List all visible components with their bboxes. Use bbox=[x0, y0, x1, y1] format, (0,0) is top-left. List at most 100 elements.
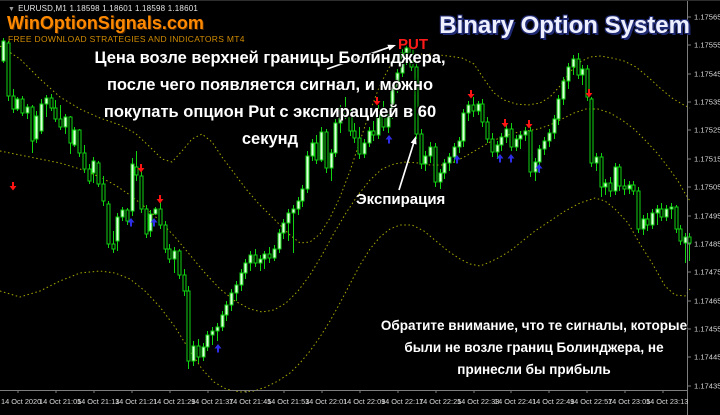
candle-bull bbox=[442, 162, 447, 174]
price-tick-label[interactable]: 1.17445 bbox=[694, 353, 720, 362]
time-tick-label[interactable]: 14 Oct 22:09 bbox=[343, 397, 385, 406]
candle-bull bbox=[281, 222, 286, 234]
price-tick-label[interactable]: 1.17455 bbox=[694, 325, 720, 334]
annotation-bottom-note: Обратите внимание, что те сигналы, котор… bbox=[378, 315, 690, 381]
time-tick-label[interactable]: 14 Oct 21:37 bbox=[191, 397, 233, 406]
candle-bull bbox=[239, 272, 244, 286]
time-tick-label[interactable]: 14 Oct 21:29 bbox=[153, 397, 195, 406]
candle-bear bbox=[485, 121, 490, 140]
time-tick-label[interactable]: 14 Oct 22:49 bbox=[532, 397, 574, 406]
candle-bull bbox=[210, 330, 215, 336]
candle-bull bbox=[641, 218, 646, 230]
candle-bull bbox=[229, 292, 234, 306]
price-tick-label[interactable]: 1.17515 bbox=[694, 155, 720, 164]
put-signal-arrow-icon bbox=[467, 90, 475, 99]
time-tick-label[interactable]: 14 Oct 2020 bbox=[1, 397, 41, 406]
candle-bull bbox=[296, 200, 301, 210]
candle-bull bbox=[499, 136, 504, 146]
candle-bull bbox=[650, 212, 655, 226]
chart-dropdown-caret-icon[interactable]: ▼ bbox=[8, 6, 16, 13]
candle-bull bbox=[63, 116, 68, 128]
candle-bull bbox=[627, 184, 632, 190]
annotation-pointer-line bbox=[398, 141, 415, 191]
candle-bull bbox=[542, 140, 547, 150]
candle-bull bbox=[367, 130, 372, 144]
price-tick-label[interactable]: 1.17495 bbox=[694, 212, 720, 221]
candle-bull bbox=[476, 103, 481, 112]
price-tick-label[interactable]: 1.17505 bbox=[694, 183, 720, 192]
candle-bull bbox=[504, 128, 509, 138]
call-signal-arrow-icon bbox=[507, 154, 515, 163]
price-tick-label[interactable]: 1.17465 bbox=[694, 297, 720, 306]
price-tick-label[interactable]: 1.17555 bbox=[694, 41, 720, 50]
candle-bear bbox=[419, 133, 424, 165]
candle-bull bbox=[561, 80, 566, 100]
put-signal-arrow-icon bbox=[412, 53, 420, 62]
price-tick-label[interactable]: 1.17535 bbox=[694, 98, 720, 107]
put-signal-arrow-icon bbox=[501, 119, 509, 128]
time-tick-label[interactable]: 14 Oct 22:57 bbox=[570, 397, 612, 406]
time-tick-label[interactable]: 14 Oct 22:41 bbox=[494, 397, 536, 406]
candle-bear bbox=[480, 103, 485, 123]
brand-watermark: WinOptionSignals.com bbox=[7, 13, 204, 33]
candle-bear bbox=[471, 104, 476, 112]
candle-bear bbox=[622, 185, 627, 190]
annotation-line: Цена возле верхней границы Болинджера, bbox=[94, 49, 446, 67]
candle-bear bbox=[674, 206, 679, 230]
candle-bull bbox=[329, 152, 334, 169]
candle-bear bbox=[576, 58, 581, 76]
annotation-top-note: Цена возле верхней границы Болинджера, п… bbox=[35, 45, 505, 153]
candle-bull bbox=[390, 86, 395, 116]
price-tick-label[interactable]: 1.17485 bbox=[694, 240, 720, 249]
candle-bear bbox=[11, 95, 16, 110]
call-signal-arrow-icon bbox=[496, 154, 504, 163]
candle-bull bbox=[447, 156, 452, 164]
candle-bear bbox=[585, 68, 590, 98]
time-tick-label[interactable]: 14 Oct 22:25 bbox=[419, 397, 461, 406]
time-tick-label[interactable]: 14 Oct 21:21 bbox=[115, 397, 157, 406]
candle-bear bbox=[139, 175, 144, 210]
candle-bear bbox=[509, 128, 514, 148]
candle-bull bbox=[400, 52, 405, 74]
price-tick-label[interactable]: 1.17475 bbox=[694, 268, 720, 277]
candle-bull bbox=[15, 98, 20, 110]
price-tick-label[interactable]: 1.17435 bbox=[694, 382, 720, 391]
candle-bear bbox=[49, 97, 54, 109]
annotation-line: покупать опцион Put с экспирацией в 60 bbox=[103, 103, 437, 121]
candle-bear bbox=[636, 190, 641, 230]
time-tick-label[interactable]: 14 Oct 22:17 bbox=[381, 397, 423, 406]
time-tick-label[interactable]: 14 Oct 23:05 bbox=[608, 397, 650, 406]
candle-bear bbox=[158, 208, 163, 226]
candle-bull bbox=[452, 146, 457, 158]
call-signal-arrow-icon bbox=[453, 155, 461, 164]
symbol-ohlc-text: EURUSD,M1 1.18598 1.18601 1.18598 1.1860… bbox=[18, 4, 199, 13]
candle-bear bbox=[659, 208, 664, 218]
candle-bull bbox=[277, 232, 282, 250]
time-tick-label[interactable]: 14 Oct 22:01 bbox=[305, 397, 347, 406]
candle-bull bbox=[130, 163, 135, 212]
time-tick-label[interactable]: 14 Oct 21:45 bbox=[229, 397, 271, 406]
candle-bear bbox=[111, 243, 116, 250]
candle-bear bbox=[125, 209, 130, 222]
time-tick-label[interactable]: 14 Oct 21:53 bbox=[267, 397, 309, 406]
price-tick-label[interactable]: 1.17545 bbox=[694, 70, 720, 79]
symbol-ohlc-readout[interactable]: ▼ EURUSD,M1 1.18598 1.18601 1.18598 1.186… bbox=[8, 4, 198, 13]
price-tick-label[interactable]: 1.17525 bbox=[694, 126, 720, 135]
candle-bear bbox=[357, 137, 362, 155]
time-tick-label[interactable]: 14 Oct 22:33 bbox=[457, 397, 499, 406]
candle-bull bbox=[91, 160, 96, 174]
time-tick-label[interactable]: 14 Oct 21:05 bbox=[39, 397, 81, 406]
candle-bull bbox=[423, 155, 428, 165]
price-tick-label[interactable]: 1.17565 bbox=[694, 13, 720, 22]
time-tick-label[interactable]: 14 Oct 23:13 bbox=[646, 397, 688, 406]
annotation-pointer-line bbox=[326, 46, 391, 70]
candle-bear bbox=[267, 253, 272, 259]
candle-bull bbox=[495, 144, 500, 153]
candle-bull bbox=[655, 208, 660, 214]
time-tick-label[interactable]: 14 Oct 21:13 bbox=[77, 397, 119, 406]
candle-bear bbox=[371, 130, 376, 136]
candle-bear bbox=[96, 162, 101, 185]
put-signal-arrow-icon bbox=[9, 182, 17, 191]
